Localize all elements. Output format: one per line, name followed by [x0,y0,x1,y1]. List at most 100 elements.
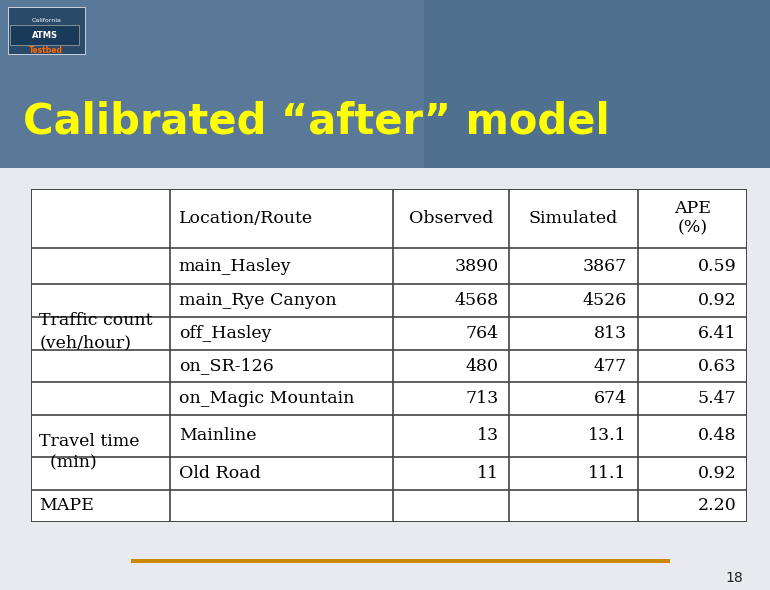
Text: 0.92: 0.92 [698,465,736,481]
Bar [0,166,770,168]
Bar [0,166,770,168]
Text: 713: 713 [465,390,499,407]
Bar [0,166,770,168]
Text: 11.1: 11.1 [588,465,627,481]
Bar [0,165,770,167]
Bar [0,165,770,167]
Bar [0,166,770,167]
Text: 0.48: 0.48 [698,427,736,444]
Bar [0,166,770,168]
Bar [0,166,770,168]
Text: on_SR-126: on_SR-126 [179,358,273,375]
Bar [0,165,770,167]
Bar [0,165,770,167]
Bar [0,166,770,168]
Bar [0,165,770,166]
Bar [0,166,770,168]
Bar [0,166,770,168]
Bar [0,166,770,168]
Text: 13: 13 [477,427,499,444]
Text: MAPE: MAPE [39,497,94,514]
Bar [0,165,770,167]
Text: on_Magic Mountain: on_Magic Mountain [179,390,354,407]
Bar [0,165,770,166]
Bar [0,166,770,168]
Text: Calibrated “after” model: Calibrated “after” model [23,100,610,142]
Bar [0,165,770,167]
Text: 4568: 4568 [454,292,499,309]
Text: California: California [32,18,61,22]
Bar [0,166,770,168]
Text: Testbed: Testbed [29,46,63,55]
Bar [0,166,770,168]
Bar [0,165,770,167]
Text: Observed: Observed [409,210,494,227]
Bar [0,166,770,168]
Bar [0,166,770,168]
Bar [0,166,770,168]
Bar [0,165,770,167]
Text: 3890: 3890 [454,258,499,275]
Bar [0,165,770,167]
Bar [0,165,770,167]
Bar [0,165,770,167]
Bar [0,166,770,168]
Bar [0,166,770,168]
Bar [0,166,770,168]
Bar [0,166,770,168]
Bar [0,166,770,168]
Text: 0.63: 0.63 [698,358,736,375]
Bar [0,165,770,167]
Bar [131,559,670,563]
Bar [0,166,770,168]
Text: 477: 477 [594,358,627,375]
Bar [0,166,770,168]
Bar [0,165,770,167]
Bar [0,165,770,167]
Bar [0,166,770,168]
Bar [0,165,770,167]
Bar [0,166,770,168]
Bar [0,166,770,168]
Text: main_Rye Canyon: main_Rye Canyon [179,292,336,309]
Text: 813: 813 [594,325,627,342]
Text: 2.20: 2.20 [698,497,736,514]
Bar [0,165,770,167]
Bar [0,165,770,167]
Bar [0,166,770,168]
Bar [0,165,770,166]
Bar [0,165,770,166]
Bar [0,165,770,166]
Bar [0,165,770,166]
Bar [0,165,770,166]
Bar [0,166,770,167]
Bar [0,165,770,167]
Bar [0,165,770,166]
Bar [0,166,770,168]
Bar [0,166,770,168]
Bar [0,166,770,168]
Bar [0,165,770,166]
Text: 4526: 4526 [583,292,627,309]
Text: 3867: 3867 [583,258,627,275]
Bar [0,165,770,167]
Bar [0,165,770,166]
Bar [0,165,770,167]
Bar [0,166,770,168]
Bar [0,166,770,167]
Bar [0,165,770,166]
Text: 480: 480 [466,358,499,375]
Bar [0,165,770,167]
Bar [0,166,770,168]
Text: 0.92: 0.92 [698,292,736,309]
Bar [0,166,770,167]
Text: main_Hasley: main_Hasley [179,258,292,275]
Text: 764: 764 [466,325,499,342]
Bar [0,165,770,167]
Text: Old Road: Old Road [179,465,260,481]
Bar [0,166,770,168]
Bar [0,166,770,168]
Bar [0,165,770,167]
Text: APE
(%): APE (%) [674,200,711,237]
Bar [0,165,770,167]
